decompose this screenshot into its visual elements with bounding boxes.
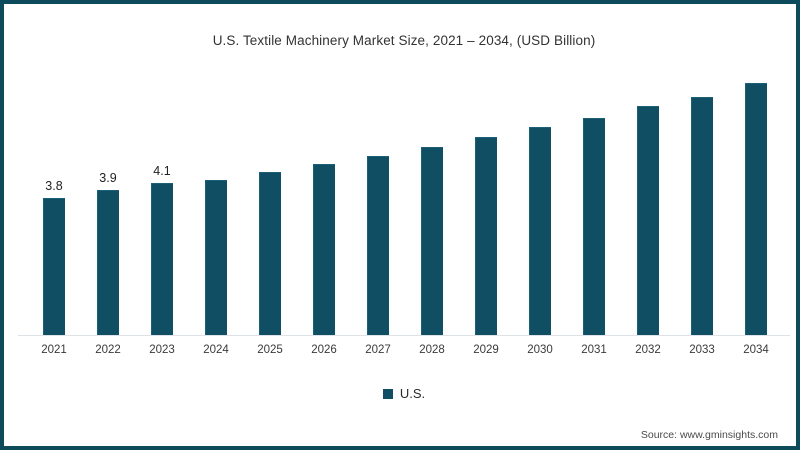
bar-2031[interactable] bbox=[583, 118, 605, 335]
bar-2021[interactable] bbox=[43, 198, 65, 335]
x-axis-labels: 2021 2022 2023 2024 2025 2026 2027 2028 2029 2030… bbox=[4, 342, 796, 362]
bar-group[interactable] bbox=[475, 128, 497, 335]
chart-title: U.S. Textile Machinery Market Size, 2021… bbox=[212, 33, 596, 48]
bar-group[interactable]: 3.8 bbox=[43, 179, 65, 335]
bar-2033[interactable] bbox=[691, 97, 713, 335]
x-tick-2022: 2022 bbox=[95, 344, 121, 356]
bar-2030[interactable] bbox=[529, 127, 551, 335]
bar-2026[interactable] bbox=[313, 164, 335, 335]
x-tick-2026: 2026 bbox=[311, 344, 337, 356]
x-tick-2024: 2024 bbox=[203, 344, 229, 356]
x-tick-2021: 2021 bbox=[41, 344, 67, 356]
x-tick-2034: 2034 bbox=[743, 344, 769, 356]
legend-swatch-us bbox=[382, 389, 393, 399]
x-tick-2028: 2028 bbox=[419, 344, 445, 356]
x-tick-2031: 2031 bbox=[581, 344, 607, 356]
bar-2024[interactable] bbox=[205, 180, 227, 335]
bar-group[interactable] bbox=[637, 97, 659, 335]
x-tick-2025: 2025 bbox=[257, 344, 283, 356]
bar-group[interactable] bbox=[205, 171, 227, 335]
plot-area: 3.8 3.9 4.1 bbox=[4, 4, 796, 344]
bar-group[interactable] bbox=[529, 118, 551, 335]
bar-2025[interactable] bbox=[259, 172, 281, 335]
x-tick-2030: 2030 bbox=[527, 344, 553, 356]
x-tick-2032: 2032 bbox=[635, 344, 661, 356]
bar-2027[interactable] bbox=[367, 156, 389, 335]
bar-2029[interactable] bbox=[475, 137, 497, 335]
bar-group[interactable] bbox=[367, 147, 389, 335]
bar-group[interactable]: 3.9 bbox=[97, 171, 119, 335]
x-tick-2033: 2033 bbox=[689, 344, 715, 356]
x-tick-2027: 2027 bbox=[365, 344, 391, 356]
bar-2028[interactable] bbox=[421, 147, 443, 335]
legend-label-us: U.S. bbox=[399, 386, 426, 401]
bar-2023[interactable] bbox=[151, 183, 173, 335]
bar-group[interactable] bbox=[259, 163, 281, 335]
x-tick-2023: 2023 bbox=[149, 344, 175, 356]
bar-value-label-2022: 3.9 bbox=[99, 171, 117, 185]
bar-value-label-2023: 4.1 bbox=[153, 164, 171, 178]
bar-group[interactable] bbox=[313, 155, 335, 335]
bar-value-label-2021: 3.8 bbox=[45, 179, 63, 193]
bar-group[interactable] bbox=[583, 109, 605, 335]
bar-group[interactable]: 4.1 bbox=[151, 164, 173, 335]
bar-group[interactable] bbox=[745, 74, 767, 335]
bar-2034[interactable] bbox=[745, 83, 767, 335]
x-tick-2029: 2029 bbox=[473, 344, 499, 356]
bar-2022[interactable] bbox=[97, 190, 119, 335]
bar-group[interactable] bbox=[691, 88, 713, 335]
x-axis-baseline bbox=[18, 335, 790, 336]
bar-group[interactable] bbox=[421, 138, 443, 335]
bar-2032[interactable] bbox=[637, 106, 659, 335]
source-note: Source: www.gminsights.com bbox=[640, 429, 778, 441]
chart-legend: U.S. bbox=[4, 386, 796, 402]
